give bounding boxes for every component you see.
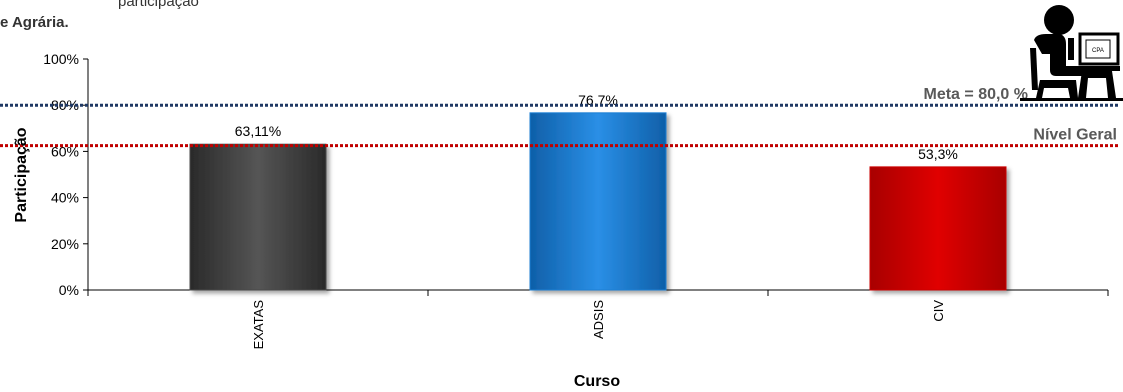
y-tick-label: 100% (43, 51, 79, 67)
bar-exatas (189, 143, 327, 291)
x-tick-label: CIV (931, 300, 946, 322)
meta-label: Meta = 80,0 % (924, 86, 1029, 103)
reference-lines: Meta = 80,0 % Nível Geral (0, 86, 1120, 148)
x-axis-label: Curso (574, 373, 620, 390)
chart-title-fragment: participação (118, 0, 199, 10)
bar-civ (869, 166, 1007, 291)
bar-value-label: 63,11% (235, 123, 281, 139)
nivel-geral-label: Nível Geral (1033, 127, 1117, 144)
chart-title-line2: e Agrária. (0, 14, 69, 31)
bar-value-label: 53,3% (918, 146, 958, 162)
y-tick-label: 40% (51, 190, 79, 206)
x-tick-label: EXATAS (251, 300, 266, 350)
svg-text:CPA: CPA (1092, 48, 1104, 54)
person-at-computer-icon: CPA (1020, 5, 1123, 101)
y-axis-label: Participação (13, 127, 30, 222)
y-tick-label: 60% (51, 143, 79, 159)
y-tick-label: 20% (51, 236, 79, 252)
x-tick-label: ADSIS (591, 300, 606, 339)
y-tick-label: 0% (59, 282, 79, 298)
bar-adsis (529, 112, 667, 291)
y-tick-label: 80% (51, 97, 79, 113)
